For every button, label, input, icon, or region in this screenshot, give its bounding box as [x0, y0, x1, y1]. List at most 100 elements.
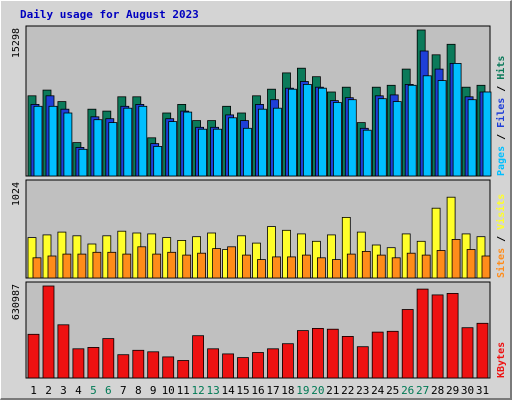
visits-bar: [431, 207, 441, 279]
x-tick-label: 18: [281, 384, 294, 397]
x-tick-label: 25: [386, 384, 399, 397]
x-tick-label: 5: [90, 384, 97, 397]
kbytes-bar: [401, 309, 414, 379]
sites-bar: [182, 254, 192, 279]
kbytes-bar: [237, 357, 249, 379]
sites-bar: [212, 248, 222, 279]
kbytes-bar: [281, 343, 294, 379]
x-tick-label: 31: [476, 384, 489, 397]
sites-bar: [301, 254, 311, 279]
x-tick-label: 27: [416, 384, 429, 397]
legend-item-visits: Visits: [495, 194, 507, 230]
max-value-label-top: 15298: [11, 28, 22, 58]
sites-bar: [47, 255, 57, 279]
sites-bar: [481, 255, 491, 279]
x-tick-label: 24: [371, 384, 385, 397]
kbytes-bar: [416, 288, 429, 379]
x-tick-label: 19: [296, 384, 309, 397]
x-tick-label: 16: [251, 384, 264, 397]
visits-bar: [267, 226, 276, 279]
pages-bar: [467, 99, 477, 177]
pages-bar: [183, 111, 193, 177]
pages-bar: [302, 84, 312, 177]
x-tick-label: 1: [30, 384, 37, 397]
kbytes-bar: [341, 335, 354, 379]
kbytes-bar: [267, 348, 279, 379]
pages-bar: [153, 145, 163, 177]
pages-bar: [123, 107, 133, 177]
pages-bar: [407, 84, 417, 177]
sites-bar: [152, 253, 162, 279]
pages-bar: [48, 105, 58, 177]
pages-bar: [362, 129, 372, 177]
kbytes-bar: [132, 349, 145, 379]
x-tick-label: 14: [221, 384, 235, 397]
sites-bar: [316, 257, 326, 279]
sites-bar: [32, 257, 42, 279]
pages-bar: [108, 122, 118, 177]
pages-bar: [482, 91, 492, 177]
kbytes-bar: [461, 327, 474, 379]
sites-bar: [242, 254, 251, 279]
sites-bar: [197, 252, 207, 279]
pages-bar: [243, 127, 252, 177]
legend-item-kbytes: KBytes: [496, 342, 507, 378]
visits-bar: [326, 234, 336, 279]
sites-bar: [287, 256, 296, 279]
legend-middle: Sites / Visits: [495, 194, 507, 278]
max-value-label-middle: 1024: [11, 182, 22, 206]
kbytes-bar: [476, 322, 489, 379]
sites-bar: [137, 246, 147, 279]
x-tick-label: 20: [311, 384, 324, 397]
sites-bar: [406, 252, 416, 279]
x-tick-label: 7: [120, 384, 127, 397]
x-tick-label: 26: [401, 384, 414, 397]
legend-separator: /: [496, 230, 507, 248]
pages-bar: [347, 99, 357, 177]
pages-bar: [198, 128, 208, 177]
kbytes-bar: [326, 328, 339, 379]
pages-bar: [78, 148, 88, 177]
legend-item-sites: Sites: [495, 248, 507, 278]
kbytes-bar: [296, 330, 309, 379]
sites-bar: [421, 254, 431, 279]
sites-bar: [331, 259, 341, 279]
pages-bar: [437, 80, 447, 177]
pages-bar: [168, 121, 178, 177]
pages-bar: [452, 63, 462, 177]
pages-bar: [93, 119, 103, 177]
sites-bar: [436, 250, 446, 279]
x-tick-label: 3: [60, 384, 67, 397]
legend-separator: /: [496, 128, 507, 146]
sites-bar: [376, 254, 386, 279]
legend-bottom: KBytes: [496, 342, 507, 378]
kbytes-bar: [177, 360, 190, 379]
sites-bar: [122, 253, 132, 279]
sites-bar: [466, 249, 476, 279]
legend-separator: /: [496, 80, 507, 98]
kbytes-bar: [431, 294, 444, 379]
x-tick-label: 11: [177, 384, 190, 397]
chart-title: Daily usage for August 2023: [20, 8, 199, 21]
visits-bar: [341, 216, 351, 279]
pages-bar: [317, 87, 327, 177]
kbytes-bar: [192, 335, 205, 379]
x-tick-label: 22: [341, 384, 354, 397]
kbytes-bar: [446, 292, 459, 379]
pages-bar: [258, 108, 267, 177]
visits-bar: [282, 229, 291, 279]
max-value-label-bottom: 630987: [11, 284, 22, 320]
kbytes-bar: [311, 327, 324, 379]
kbytes-bar: [371, 331, 384, 379]
pages-bar: [228, 117, 238, 177]
x-tick-label: 9: [150, 384, 157, 397]
x-tick-label: 8: [135, 384, 142, 397]
pages-bar: [273, 107, 282, 177]
x-tick-label: 12: [191, 384, 204, 397]
x-tick-label: 21: [326, 384, 339, 397]
legend-item-hits: Hits: [495, 56, 507, 80]
sites-bar: [257, 259, 266, 279]
kbytes-bar: [252, 352, 264, 379]
pages-bar: [33, 105, 43, 177]
